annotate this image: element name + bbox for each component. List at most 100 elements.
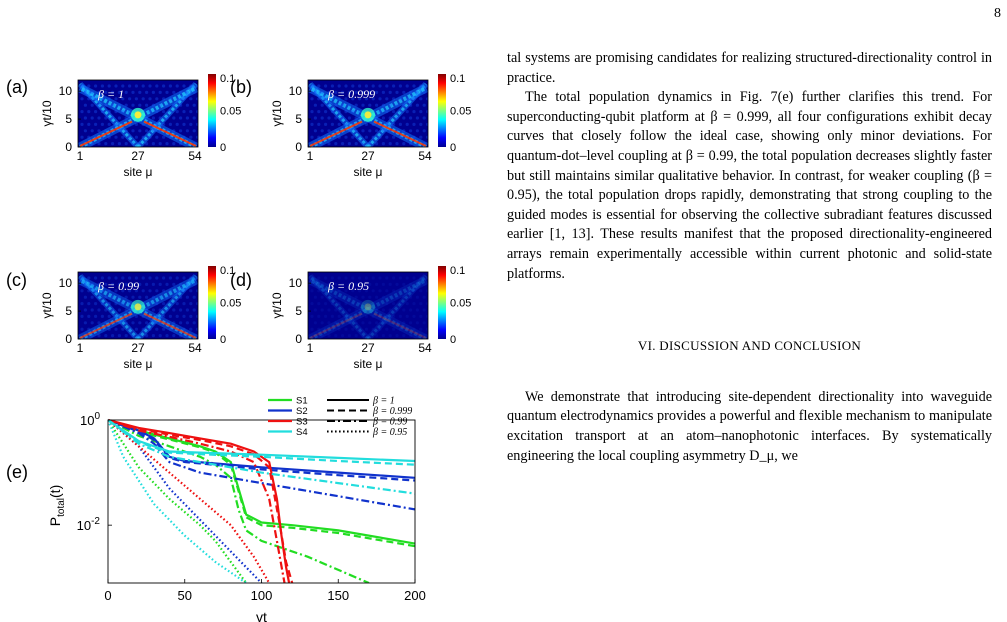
lattice-dot [402,295,406,299]
lattice-dot [83,129,87,133]
colorbar-tick-label: 0.1 [220,73,235,85]
lattice-dot [337,122,341,126]
x-tick-label: 27 [131,149,145,163]
lattice-dot [392,122,396,126]
lattice-dot [97,142,101,146]
lattice-dot [388,142,392,146]
lattice-dot [172,334,176,338]
lattice-dot [378,314,382,318]
lattice-dot [412,276,416,280]
lattice-dot [192,321,196,325]
lattice-dot [199,142,202,145]
lattice-dot [199,321,202,324]
lattice-dot [94,110,98,114]
lattice-dot [344,314,348,318]
lattice-dot [131,282,135,286]
lattice-dot [107,122,111,126]
heatmap-pattern [78,273,202,339]
lattice-dot [121,327,125,331]
lattice-dot [87,276,91,280]
lattice-dot [320,308,324,312]
lattice-dot [124,334,128,338]
lattice-dot [310,122,314,126]
lattice-dot [385,314,389,318]
colorbar-tick-label: 0 [450,334,456,346]
lattice-dot [375,116,379,120]
lattice-dot [179,129,183,133]
lattice-dot [327,129,331,133]
edge-streak [309,120,363,147]
lattice-dot [131,129,135,133]
lattice-dot [138,334,142,338]
lattice-dot [172,282,176,286]
lattice-dot [426,327,428,331]
heatmap-frame [77,271,199,340]
lattice-dot [162,110,166,114]
lattice-dot [138,103,142,107]
y-axis-label: Ptotal(t) [47,485,67,526]
lattice-dot [398,302,402,306]
lattice-dot [313,116,317,120]
lattice-dot [398,327,402,331]
lattice-dot [375,103,379,107]
lattice-dot [368,142,372,146]
lattice-dot [141,135,145,139]
lattice-dot [358,289,362,293]
lattice-dot [310,276,314,280]
heatmap-panel-b: (b) β = 0.999 0 5 10 γt/10 1 27 54 site μ 0.1 0.05 0 [230,73,471,179]
lattice-dot [162,97,166,101]
lattice-dot [196,122,198,126]
lattice-dot [189,84,193,88]
lattice-dot [114,135,118,139]
lattice-dot [90,334,94,338]
lattice-dot [151,334,155,338]
lattice-dot [104,103,108,107]
lattice-dot [80,314,84,318]
lattice-dot [405,110,409,114]
lattice-dot [134,122,138,126]
lattice-dot [334,282,338,286]
lattice-dot [344,135,348,139]
y-tick-label: 10 [59,276,73,290]
hotspot-inner [364,111,372,119]
lattice-dot [361,295,365,299]
lattice-dot [347,90,351,94]
lattice-dot [172,103,176,107]
lattice-dot [361,103,365,107]
lattice-dot [361,308,365,312]
x-tick-label: 100 [251,588,273,603]
lattice-dot [182,135,186,139]
lattice-dot [317,276,321,280]
lattice-dot [381,334,385,338]
lattice-dot [80,302,84,306]
x-tick-label: 1 [77,149,84,163]
lattice-dot [392,289,396,293]
lattice-dot [381,103,385,107]
lattice-dot [429,129,432,132]
lattice-dot [80,97,84,101]
lattice-dot [334,321,338,325]
lattice-dot [155,302,159,306]
lattice-dot [158,90,162,94]
lattice-dot [134,314,138,318]
lattice-dot [87,122,91,126]
lattice-dot [94,314,98,318]
lattice-dot [131,334,135,338]
lattice-dot [151,282,155,286]
lattice-dot [107,314,111,318]
lattice-dot [358,314,362,318]
lattice-dot [415,295,419,299]
lattice-dot [402,308,406,312]
lattice-dot [172,90,176,94]
lattice-dot [138,90,142,94]
y-tick-label: 5 [65,304,72,318]
heatmap-pattern [78,81,202,147]
x-tick-label: 27 [131,341,145,355]
lattice-dot [398,122,402,126]
lattice-dot [114,97,118,101]
lattice-dot [172,295,176,299]
lattice-dot [385,302,389,306]
lattice-dot [381,295,385,299]
lattice-dot [330,97,334,101]
lattice-dot [141,327,145,331]
